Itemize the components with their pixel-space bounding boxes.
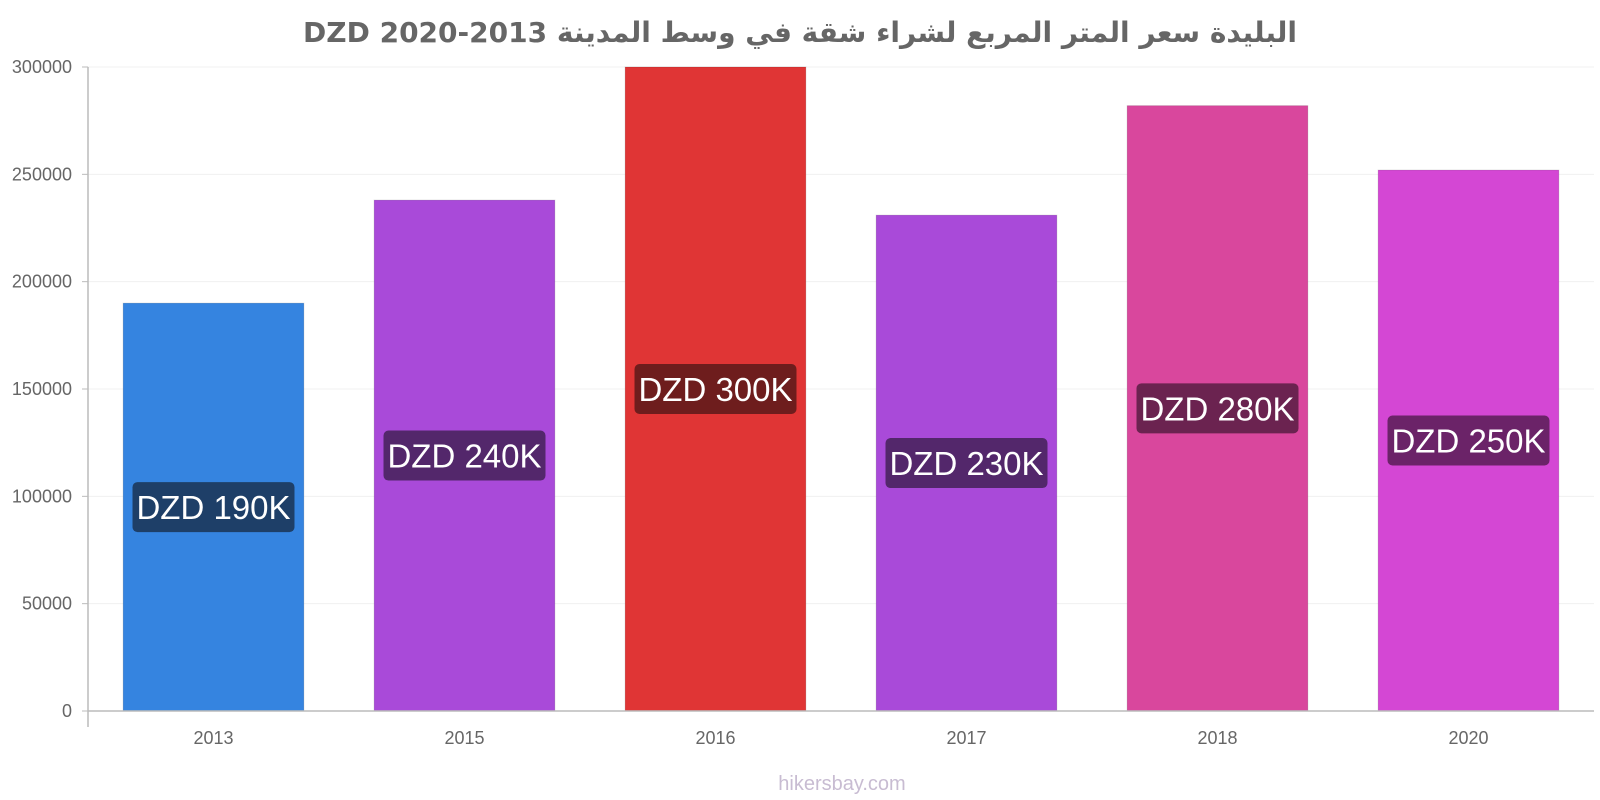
x-tick-label: 2015 — [444, 728, 484, 748]
x-tick-label: 2020 — [1448, 728, 1488, 748]
y-tick-label: 0 — [62, 701, 72, 721]
data-label-box — [383, 430, 546, 481]
data-labels: DZD 190K DZD 240K DZD 300K DZD 230K DZD 280K… — [132, 364, 1550, 533]
data-label: DZD 230K — [889, 445, 1043, 482]
x-tick-label: 2018 — [1197, 728, 1237, 748]
y-tick-label: 100000 — [12, 486, 72, 506]
data-label-box — [885, 438, 1048, 489]
data-label-box — [1387, 415, 1550, 466]
data-label-box — [634, 364, 797, 414]
axes: 0 50000 100000 150000 200000 250000 300000 2013… — [12, 57, 1594, 748]
chart-title: البليدة سعر المتر المربع لشراء شقة في وس… — [303, 16, 1297, 49]
y-tick-label: 150000 — [12, 379, 72, 399]
data-label: DZD 300K — [638, 371, 792, 408]
data-label-box — [1136, 383, 1299, 434]
data-label: DZD 280K — [1140, 390, 1294, 427]
y-tick-label: 200000 — [12, 272, 72, 292]
y-tick-label: 250000 — [12, 164, 72, 184]
y-tick-label: 50000 — [22, 594, 72, 614]
data-label: DZD 250K — [1391, 423, 1545, 460]
watermark: hikersbay.com — [778, 773, 905, 795]
x-tick-label: 2013 — [193, 728, 233, 748]
data-label: DZD 240K — [387, 438, 541, 475]
data-label: DZD 190K — [136, 489, 290, 526]
x-tick-label: 2016 — [695, 728, 735, 748]
data-label-box — [132, 482, 295, 533]
y-tick-label: 300000 — [12, 57, 72, 77]
gridlines — [88, 66, 1594, 605]
x-tick-label: 2017 — [946, 728, 986, 748]
